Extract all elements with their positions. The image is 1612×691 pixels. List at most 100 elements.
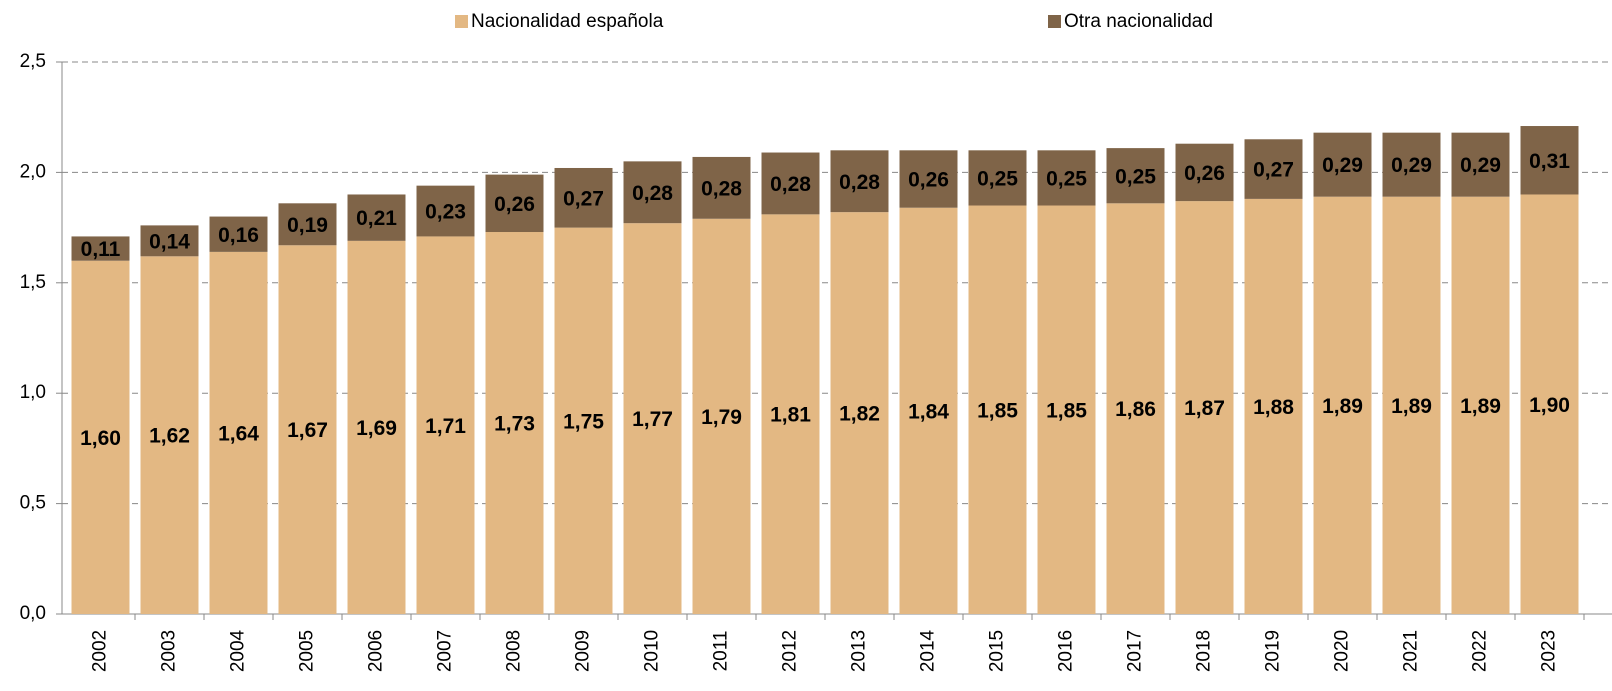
data-label: 1,89 <box>1460 395 1501 418</box>
bar-segment <box>1037 205 1096 614</box>
bar-segment <box>1106 148 1165 204</box>
bar-segment <box>1520 194 1579 615</box>
bar-segment <box>830 212 889 615</box>
data-label: 1,86 <box>1115 398 1156 421</box>
x-tick-label: 2022 <box>1470 630 1491 672</box>
data-label: 1,81 <box>770 404 811 427</box>
x-tick-label: 2023 <box>1539 630 1560 672</box>
data-label: 1,71 <box>425 415 466 438</box>
y-tick-label: 1,5 <box>20 272 46 293</box>
data-label: 1,75 <box>563 410 604 433</box>
x-tick-label: 2002 <box>90 630 111 672</box>
data-label: 0,27 <box>563 187 604 210</box>
data-label: 1,90 <box>1529 394 1570 417</box>
data-label: 0,27 <box>1253 159 1294 182</box>
data-label: 1,77 <box>632 408 673 431</box>
bar-segment <box>1175 201 1234 614</box>
data-label: 0,29 <box>1391 154 1432 177</box>
data-label: 0,25 <box>1115 165 1156 188</box>
data-label: 1,60 <box>80 427 121 450</box>
bar-segment <box>1382 196 1441 615</box>
data-label: 0,29 <box>1460 154 1501 177</box>
data-label: 0,25 <box>977 167 1018 190</box>
x-tick-label: 2013 <box>849 630 870 672</box>
bar-segment <box>968 150 1027 206</box>
data-label: 1,89 <box>1322 395 1363 418</box>
data-label: 1,84 <box>908 400 949 423</box>
data-label: 0,19 <box>287 214 328 237</box>
data-label: 1,62 <box>149 425 190 448</box>
x-tick-label: 2020 <box>1332 630 1353 672</box>
bar-segment <box>347 194 406 241</box>
bar-segment <box>347 240 406 614</box>
data-label: 1,69 <box>356 417 397 440</box>
data-label: 1,88 <box>1253 396 1294 419</box>
legend-swatch <box>455 15 468 28</box>
bar-segment <box>416 185 475 237</box>
legend-swatch <box>1048 15 1061 28</box>
bar-segment <box>209 251 268 614</box>
bar-segment <box>209 216 268 252</box>
data-label: 0,28 <box>839 171 880 194</box>
bar-segment <box>1313 196 1372 615</box>
bar-segment <box>761 152 820 215</box>
bar-segment <box>899 207 958 614</box>
bar-segment <box>1244 198 1303 614</box>
data-label: 0,25 <box>1046 167 1087 190</box>
data-label: 0,28 <box>701 177 742 200</box>
data-label: 1,64 <box>218 422 259 445</box>
bar-segment <box>1175 143 1234 202</box>
bar-segment <box>1106 203 1165 614</box>
x-tick-label: 2009 <box>573 630 594 672</box>
x-tick-label: 2003 <box>159 630 180 672</box>
bar-segment <box>968 205 1027 614</box>
bar-segment <box>140 256 199 614</box>
bar-segment <box>1382 132 1441 197</box>
data-label: 1,73 <box>494 413 535 436</box>
bar-segment <box>1451 196 1510 615</box>
x-tick-label: 2021 <box>1401 630 1422 672</box>
x-tick-label: 2010 <box>642 630 663 672</box>
x-tick-label: 2011 <box>711 631 732 672</box>
y-tick-label: 1,0 <box>20 382 46 403</box>
x-tick-label: 2005 <box>297 630 318 672</box>
bar-segment <box>71 236 130 261</box>
bar-segment <box>623 161 682 224</box>
bar-segment <box>623 223 682 614</box>
data-label: 1,85 <box>1046 399 1087 422</box>
bar-segment <box>761 214 820 615</box>
bar-segment <box>278 203 337 246</box>
y-tick-label: 2,5 <box>20 51 46 72</box>
data-label: 1,67 <box>287 419 328 442</box>
x-tick-label: 2015 <box>987 630 1008 672</box>
data-label: 0,29 <box>1322 154 1363 177</box>
bar-segment <box>71 260 130 614</box>
data-label: 1,79 <box>701 406 742 429</box>
x-tick-label: 2016 <box>1056 630 1077 672</box>
x-tick-label: 2007 <box>435 630 456 672</box>
bar-segment <box>554 167 613 228</box>
data-label: 0,26 <box>908 169 949 192</box>
x-tick-label: 2006 <box>366 630 387 672</box>
data-label: 1,89 <box>1391 395 1432 418</box>
bar-segment <box>554 227 613 614</box>
bar-segment <box>278 245 337 614</box>
y-tick-label: 0,0 <box>20 603 46 624</box>
x-tick-label: 2004 <box>228 629 249 672</box>
legend-label: Otra nacionalidad <box>1064 11 1213 32</box>
data-label: 0,28 <box>632 182 673 205</box>
data-label: 0,31 <box>1529 150 1570 173</box>
bar-segment <box>1313 132 1372 197</box>
legend-label: Nacionalidad española <box>471 11 664 32</box>
data-label: 0,26 <box>494 193 535 216</box>
bar-segment <box>1244 139 1303 199</box>
data-label: 1,82 <box>839 403 880 426</box>
data-label: 1,87 <box>1184 397 1225 420</box>
x-tick-label: 2008 <box>504 630 525 672</box>
bar-segment <box>1451 132 1510 197</box>
data-label: 0,11 <box>81 238 121 261</box>
y-tick-label: 0,5 <box>20 493 46 514</box>
data-label: 0,14 <box>149 230 190 253</box>
